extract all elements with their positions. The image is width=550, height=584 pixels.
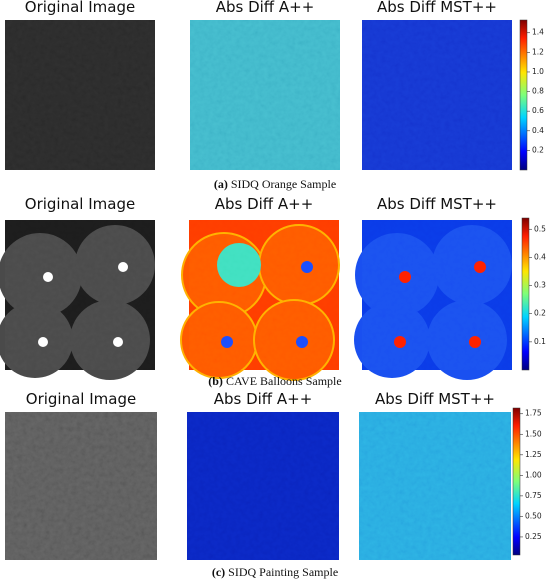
- colorbar: [519, 19, 528, 171]
- colorbar: [521, 217, 530, 371]
- tick-label: 1.00: [525, 470, 542, 479]
- panel-title: Abs Diff MST++: [375, 390, 495, 408]
- image-texture: [5, 20, 155, 170]
- tick-label: 0.75: [525, 491, 542, 500]
- tick-label: 0.2: [532, 145, 544, 154]
- image-texture: [190, 20, 340, 170]
- tick-label: 0.6: [532, 106, 544, 115]
- tick-label: 0.4: [534, 252, 546, 261]
- tick-label: 1.0: [532, 67, 544, 76]
- panel-title: Original Image: [26, 390, 136, 408]
- caption-text: SIDQ Orange Sample: [231, 177, 336, 191]
- tick-label: 1.2: [532, 47, 544, 56]
- tick-label: 0.8: [532, 87, 544, 96]
- tick-label: 0.25: [525, 532, 542, 541]
- image-texture: [362, 220, 512, 370]
- caption: (a) SIDQ Orange Sample: [214, 177, 336, 191]
- panel-title: Abs Diff A++: [216, 0, 315, 16]
- caption-text: SIDQ Painting Sample: [228, 565, 338, 579]
- tick-label: 0.3: [534, 281, 546, 290]
- tick-label: 0.50: [525, 511, 542, 520]
- tick-label: 0.5: [534, 224, 546, 233]
- tick-label: 0.4: [532, 126, 544, 135]
- panel-title: Abs Diff A++: [215, 195, 314, 213]
- panel-title: Original Image: [25, 0, 135, 16]
- caption: (b) CAVE Balloons Sample: [208, 374, 341, 388]
- caption-text: CAVE Balloons Sample: [226, 374, 342, 388]
- colorbar: [512, 407, 521, 556]
- tick-label: 1.25: [525, 450, 542, 459]
- tick-label: 0.2: [534, 309, 546, 318]
- caption: (c) SIDQ Painting Sample: [212, 565, 338, 579]
- tick-label: 1.50: [525, 429, 542, 438]
- image-texture: [187, 412, 339, 560]
- tick-label: 0.1: [534, 337, 546, 346]
- image-texture: [189, 220, 339, 370]
- tick-label: 1.4: [532, 28, 544, 37]
- tick-label: 1.75: [525, 409, 542, 418]
- panel-title: Abs Diff A++: [214, 390, 313, 408]
- panel-title: Abs Diff MST++: [377, 195, 497, 213]
- panel-title: Original Image: [25, 195, 135, 213]
- caption-label: (a): [214, 177, 228, 191]
- image-texture: [359, 412, 511, 560]
- image-texture: [5, 412, 157, 560]
- image-texture: [362, 20, 512, 170]
- caption-label: (b): [208, 374, 223, 388]
- panel-title: Abs Diff MST++: [377, 0, 497, 16]
- caption-label: (c): [212, 565, 225, 579]
- image-texture: [5, 220, 155, 370]
